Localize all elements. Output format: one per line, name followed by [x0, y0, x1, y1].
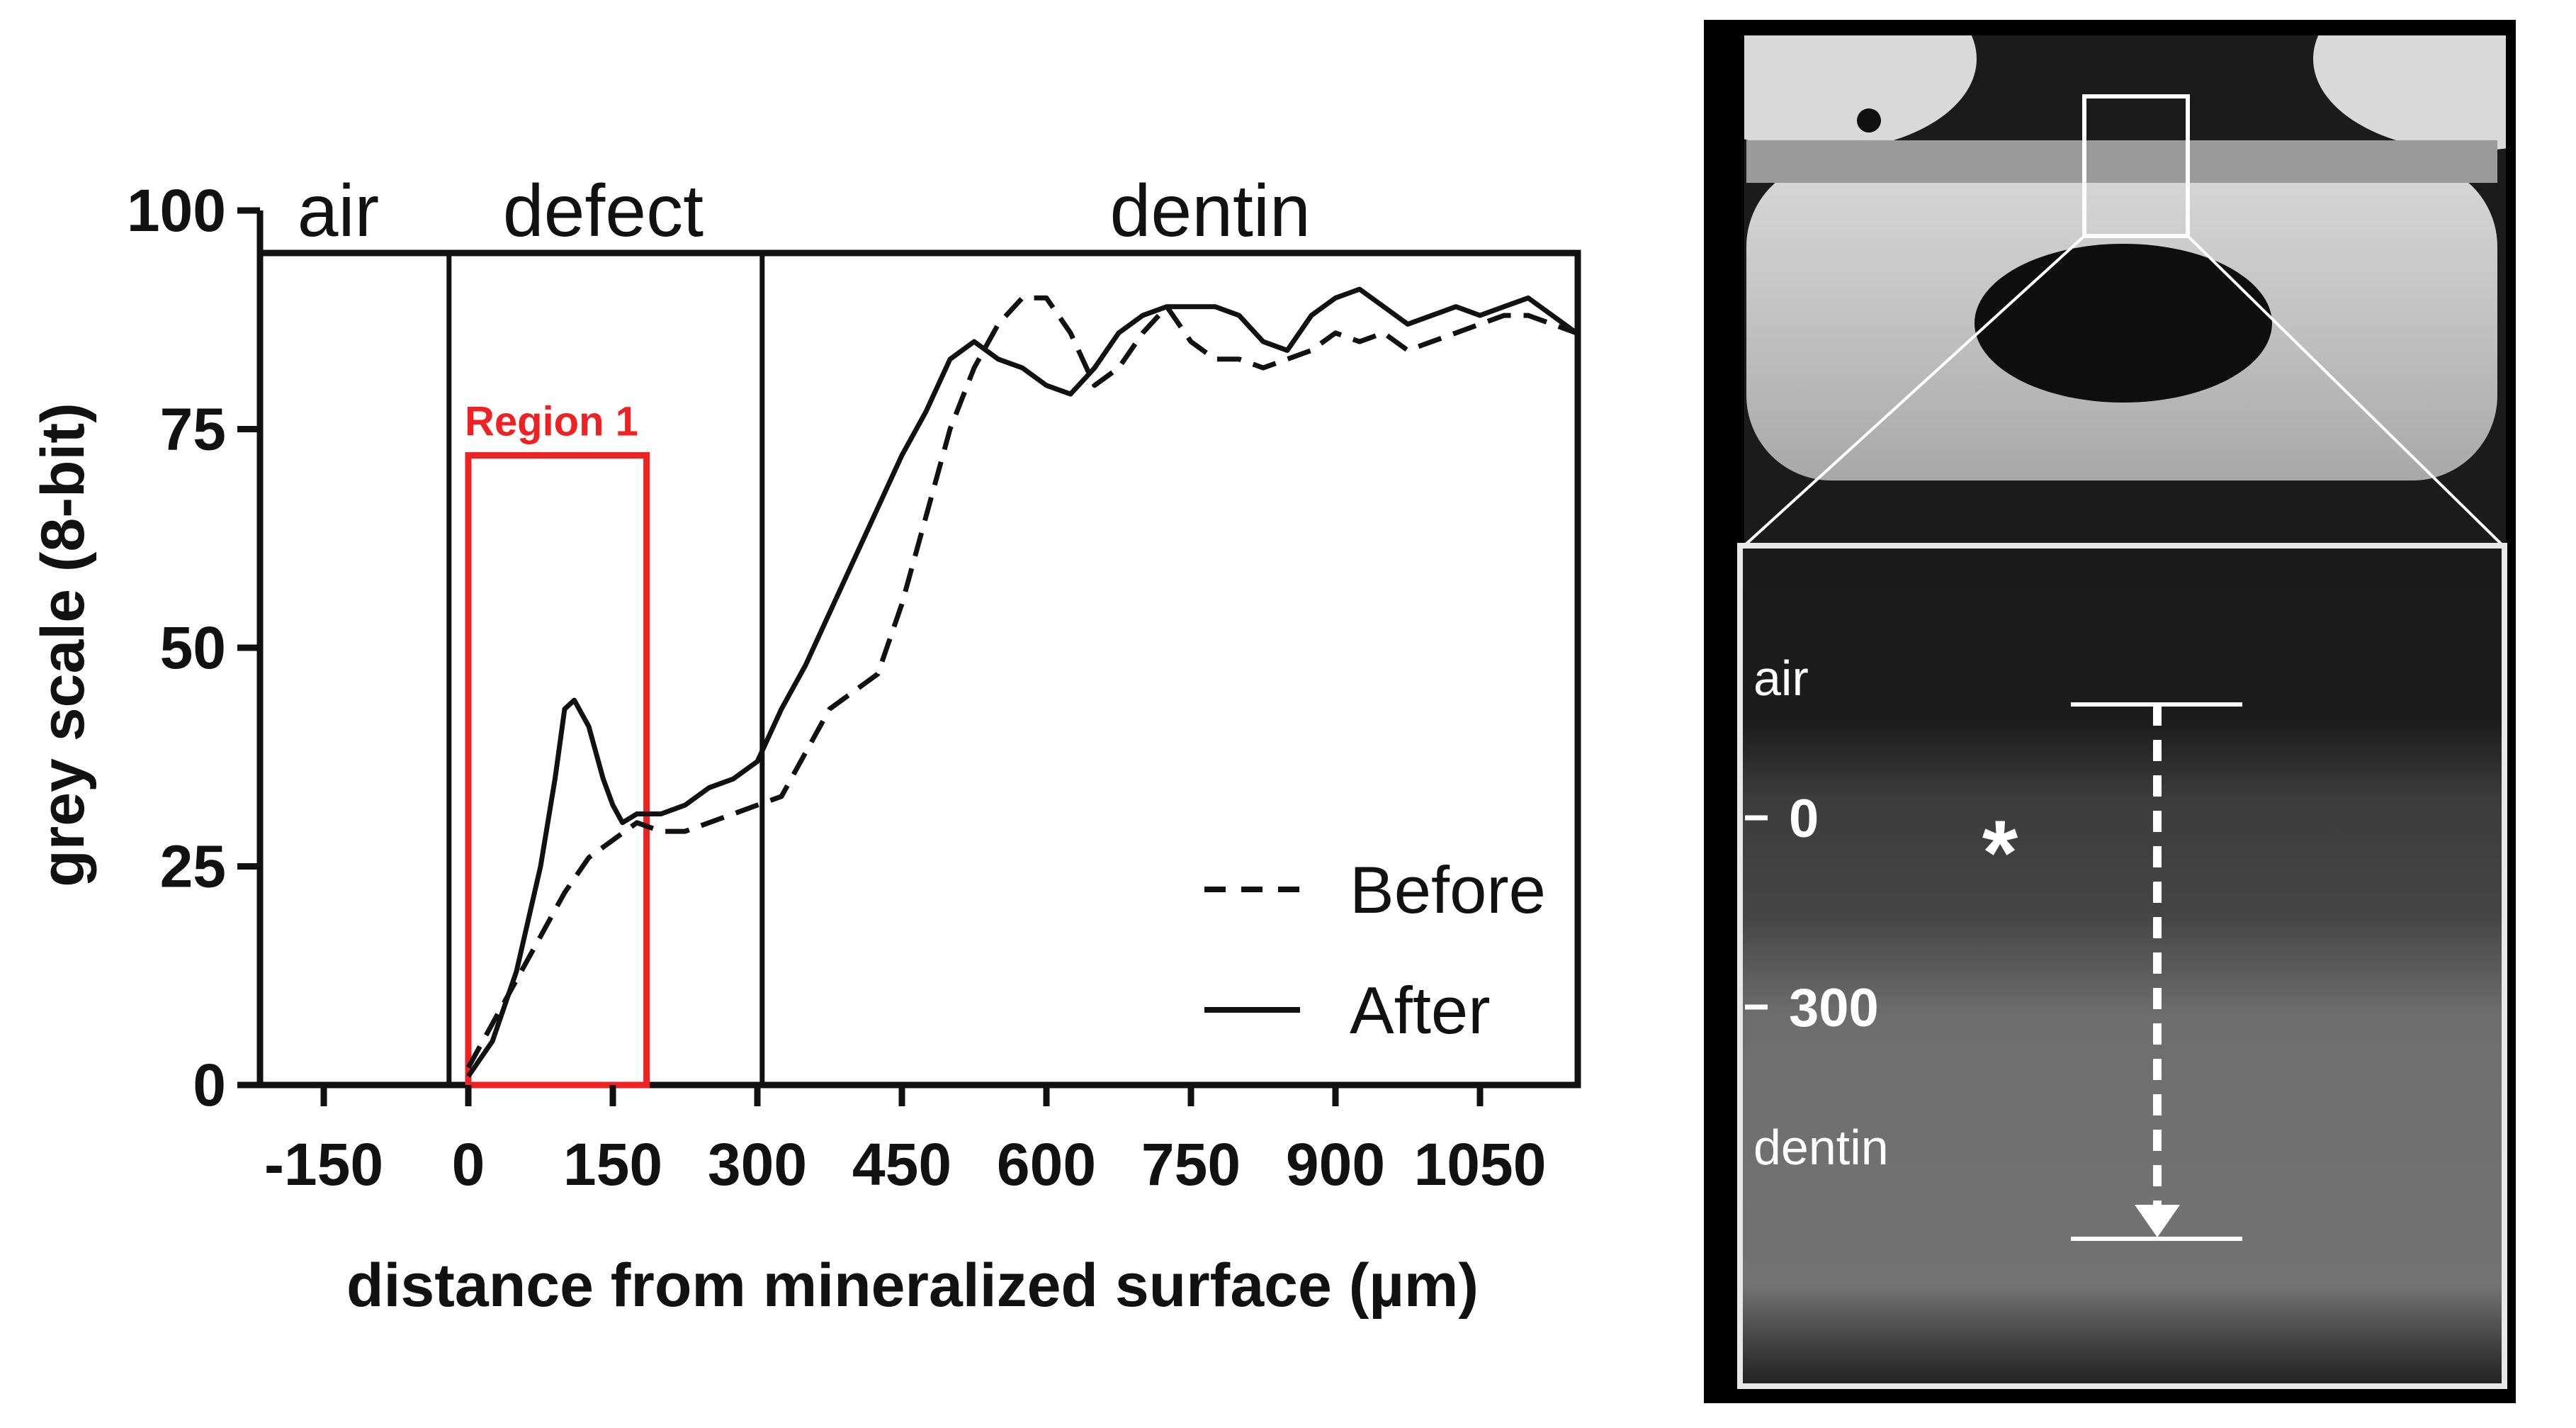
chart: Region 1 0 25 50 75 100 -150 0 150 300 450 600 750… — [29, 170, 1581, 1320]
inset-dentin-label: dentin — [1753, 1120, 1889, 1175]
micro-ct-image-panel: air 0 300 * dentin — [1704, 20, 2516, 1403]
inset-asterisk: * — [1982, 801, 2018, 904]
x-axis-title: distance from mineralized surface (µm) — [346, 1252, 1479, 1320]
zoomed-image-frame — [1737, 543, 2507, 1389]
zoom-connector-left — [1743, 235, 2086, 547]
x-tick-label: 450 — [852, 1131, 951, 1198]
zoom-region-box — [2082, 94, 2190, 238]
zoomed-image — [1740, 546, 2504, 1386]
region-box — [465, 452, 650, 1089]
x-tick-label: 1050 — [1414, 1131, 1547, 1198]
y-tick-label: 75 — [160, 396, 226, 463]
x-tick-label: 300 — [708, 1131, 807, 1198]
y-axis-title: grey scale (8-bit) — [29, 403, 97, 887]
legend-label-before: Before — [1350, 853, 1546, 927]
x-tick-label: 150 — [563, 1131, 662, 1198]
x-tick-label: -150 — [264, 1131, 383, 1198]
inset-air-label: air — [1753, 651, 1809, 706]
inset-tick-label-300: 300 — [1789, 978, 1879, 1038]
plot-frame — [256, 249, 1581, 1089]
zone-label-defect: defect — [503, 170, 704, 252]
overview-slice-image — [1744, 35, 2506, 547]
inset-tick-label-0: 0 — [1789, 789, 1819, 849]
x-tick-label: 600 — [997, 1131, 1096, 1198]
y-tick-label: 25 — [160, 833, 226, 900]
region-label: Region 1 — [465, 399, 638, 445]
zone-label-dentin: dentin — [1110, 170, 1311, 252]
y-tick-label: 50 — [160, 614, 226, 681]
series-line-after — [466, 286, 1578, 1078]
x-tick-label: 0 — [452, 1131, 485, 1198]
zone-label-air: air — [298, 170, 380, 252]
y-tick-label: 100 — [127, 177, 226, 244]
arrow-down-icon — [2135, 1205, 2180, 1237]
x-tick-label: 900 — [1286, 1131, 1385, 1198]
legend-label-after: After — [1350, 973, 1491, 1047]
pore-dot-icon — [1857, 108, 1881, 133]
x-tick-label: 750 — [1141, 1131, 1241, 1198]
zoom-connector-right — [2186, 235, 2504, 547]
y-tick-label: 0 — [193, 1052, 226, 1118]
